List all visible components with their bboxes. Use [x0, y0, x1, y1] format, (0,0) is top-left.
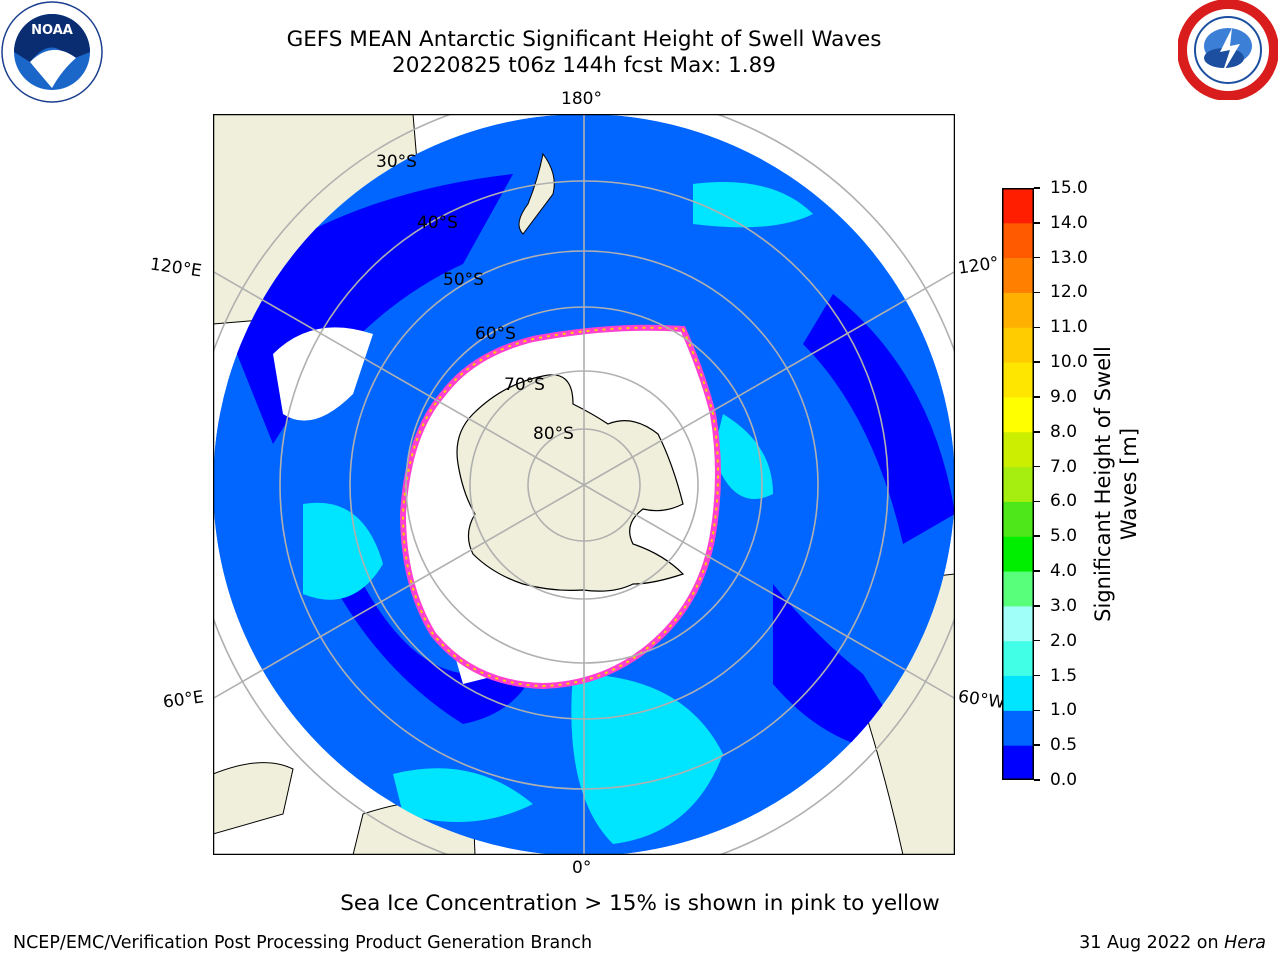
colorbar-tick: [1034, 187, 1040, 189]
colorbar-tick-label: 0.0: [1050, 770, 1078, 790]
colorbar-tick-label: 15.0: [1050, 178, 1088, 198]
colorbar-segment: [1002, 292, 1034, 328]
colorbar-segment: [1002, 257, 1034, 293]
colorbar-tick-label: 9.0: [1050, 386, 1078, 407]
colorbar-segment: [1002, 501, 1034, 537]
colorbar-segment: [1002, 640, 1034, 677]
chart-title: GEFS MEAN Antarctic Significant Height o…: [286, 27, 882, 52]
colorbar-tick-label: 14.0: [1050, 212, 1088, 233]
colorbar-tick: [1034, 396, 1040, 398]
colorbar-segment: [1002, 431, 1034, 468]
colorbar-tick-label: 11.0: [1050, 317, 1088, 338]
colorbar-segment: [1002, 710, 1034, 746]
colorbar-tick: [1034, 291, 1040, 294]
colorbar-label: Significant Height of Swell Waves [m]: [1091, 346, 1141, 622]
colorbar-tick-label: 0.5: [1050, 735, 1078, 756]
colorbar-tick-label: 13.0: [1050, 247, 1088, 268]
lon-label-120w: 120°: [956, 253, 1001, 279]
lat-label-80s: 80°S: [533, 424, 574, 444]
colorbar-tick: [1034, 361, 1040, 363]
lon-label-120e: 120°E: [148, 254, 203, 282]
lat-label-70s: 70°S: [504, 375, 545, 395]
lon-label-60e: 60°E: [161, 687, 206, 713]
noaa-logo-text: NOAA: [31, 23, 73, 38]
colorbar-tick: [1034, 744, 1040, 746]
lat-label-60s: 60°S: [475, 324, 516, 344]
lon-label-60w: 60°W: [956, 686, 1007, 714]
colorbar-tick-label: 7.0: [1050, 456, 1078, 477]
colorbar-tick-label: 10.0: [1050, 352, 1088, 373]
colorbar-segment: [1002, 222, 1034, 259]
colorbar-segment: [1002, 571, 1034, 607]
colorbar-segment: [1002, 327, 1034, 363]
colorbar-tick: [1034, 674, 1040, 677]
colorbar-tick: [1034, 779, 1040, 781]
colorbar-tick: [1034, 222, 1040, 224]
colorbar-tick-label: 2.0: [1050, 630, 1078, 651]
colorbar-tick: [1034, 570, 1040, 572]
colorbar-tick: [1034, 431, 1040, 433]
lon-label-0: 0°: [572, 858, 592, 878]
colorbar-segment: [1002, 536, 1034, 572]
colorbar-tick-label: 3.0: [1050, 595, 1078, 616]
colorbar-segment: [1002, 466, 1034, 502]
lat-label-50s: 50°S: [443, 270, 484, 290]
colorbar-tick: [1034, 256, 1040, 259]
colorbar-border: [1002, 188, 1034, 780]
colorbar-tick: [1034, 326, 1040, 329]
colorbar-tick-label: 4.0: [1050, 561, 1078, 582]
lat-label-30s: 30°S: [376, 152, 417, 172]
colorbar-tick-label: 1.5: [1050, 665, 1078, 686]
colorbar-tick: [1034, 535, 1040, 537]
colorbar-segment: [1002, 675, 1034, 711]
colorbar-segment: [1002, 188, 1034, 224]
colorbar-tick-label: 6.0: [1050, 491, 1078, 512]
colorbar-segment: [1002, 745, 1034, 780]
colorbar-segment: [1002, 362, 1034, 398]
colorbar-tick: [1034, 605, 1040, 607]
lon-label-180: 180°: [561, 89, 602, 109]
nws-logo-icon: [1178, 0, 1278, 100]
footer-date-text: 31 Aug 2022 on: [1079, 933, 1225, 953]
colorbar-tick: [1034, 465, 1040, 468]
colorbar-tick-label: 1.0: [1050, 700, 1078, 721]
colorbar-segment: [1002, 396, 1034, 433]
colorbar-tick-label: 12.0: [1050, 282, 1088, 303]
chart-subtitle: 20220825 t06z 144h fcst Max: 1.89: [392, 53, 776, 78]
colorbar-tick-label: 5.0: [1050, 526, 1078, 547]
footer-date: 31 Aug 2022 on Hera: [1079, 932, 1266, 954]
polar-map: [213, 114, 955, 855]
colorbar-tick: [1034, 709, 1040, 712]
colorbar-tick-label: 8.0: [1050, 421, 1078, 442]
colorbar: [1002, 188, 1034, 780]
footer-host: Hera: [1224, 933, 1266, 953]
noaa-logo-icon: NOAA: [0, 0, 104, 104]
colorbar-tick: [1034, 500, 1040, 503]
colorbar-segment: [1002, 605, 1034, 642]
sea-ice-caption: Sea Ice Concentration > 15% is shown in …: [340, 891, 940, 916]
colorbar-tick: [1034, 639, 1040, 642]
lat-label-40s: 40°S: [417, 213, 458, 233]
footer-credit: NCEP/EMC/Verification Post Processing Pr…: [13, 933, 593, 953]
